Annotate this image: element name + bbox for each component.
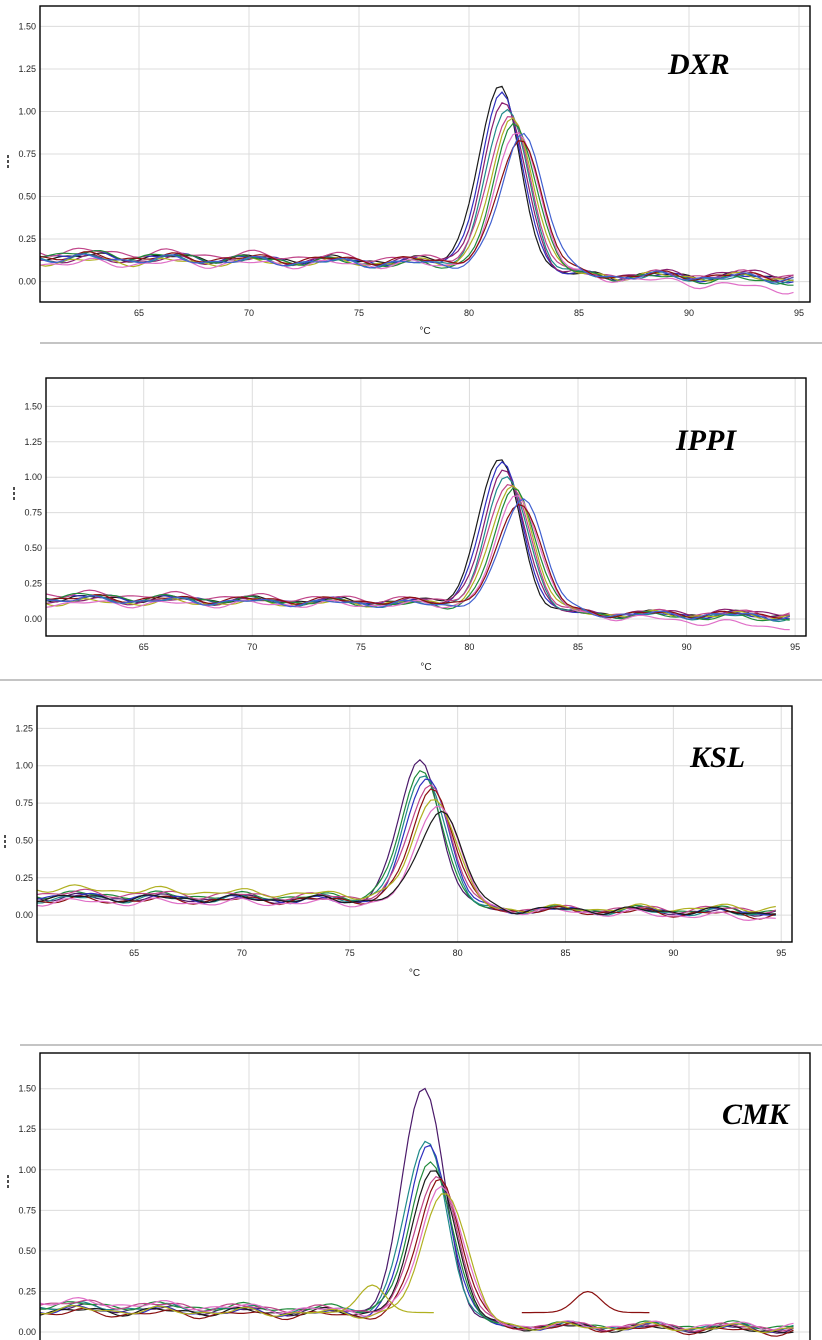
shoulder-peak [306, 1284, 434, 1314]
y-tick-label: 1.25 [15, 723, 33, 733]
x-tick-label: 70 [247, 642, 257, 652]
x-tick-label: 75 [345, 948, 355, 958]
y-tick-label: 1.50 [24, 401, 42, 411]
x-tick-label: 70 [244, 308, 254, 318]
y-tick-label: 1.00 [18, 1165, 36, 1175]
chart-panel-ippi: 0.00 0.25 0.50 0.75 1.00 1.25 1.50 65 70 75 80 85 90… [13, 377, 807, 673]
x-tick-label: 95 [790, 642, 800, 652]
y-tick-label: 0.50 [18, 1246, 36, 1256]
x-tick-label: 65 [134, 308, 144, 318]
y-tick-label: 0.25 [18, 1286, 36, 1296]
y-tick-label: 0.50 [24, 543, 42, 553]
chart-panel-dxr: 0.00 0.25 0.50 0.75 1.00 1.25 1.50 65 70 75 80 85 90… [7, 5, 811, 337]
x-tick-label: 85 [560, 948, 570, 958]
x-tick-label: 90 [684, 308, 694, 318]
melt-curve [40, 91, 794, 284]
melt-curve [40, 116, 794, 280]
melt-curve [37, 758, 776, 917]
x-tick-label: 90 [668, 948, 678, 958]
x-tick-label: 80 [453, 948, 463, 958]
x-tick-label: 80 [464, 308, 474, 318]
melt-curve [46, 498, 790, 621]
y-tick-label: 1.00 [18, 106, 36, 116]
curve-group [40, 1087, 794, 1337]
curve-group [37, 758, 777, 922]
melt-curve [40, 132, 794, 283]
y-tick-label: 1.25 [18, 1124, 36, 1134]
y-tick-label: 1.25 [18, 64, 36, 74]
y-tick-label: 0.75 [15, 798, 33, 808]
melt-curve [46, 487, 790, 622]
x-axis-label: °C [419, 326, 430, 337]
x-tick-label: 80 [464, 642, 474, 652]
chart-panel-cmk: 0.00 0.25 0.50 0.75 1.00 1.25 1.50 CMK [7, 1052, 811, 1340]
x-tick-label: 75 [354, 308, 364, 318]
y-tick-label: 1.50 [18, 1084, 36, 1094]
plot-frame [39, 1052, 811, 1340]
melt-curve [46, 459, 790, 619]
y-tick-label: 0.00 [15, 910, 33, 920]
y-tick-label: 0.00 [24, 614, 42, 624]
x-tick-label: 85 [574, 308, 584, 318]
shoulder-peak [521, 1290, 650, 1314]
y-tick-label: 1.50 [18, 21, 36, 31]
melt-curve [37, 775, 776, 917]
y-tick-label: 1.00 [15, 761, 33, 771]
melt-curve [46, 461, 790, 620]
y-tick-label: 0.00 [18, 277, 36, 287]
melt-curve [37, 799, 776, 914]
melt-curve [37, 784, 777, 915]
y-tick-label: 0.25 [24, 579, 42, 589]
x-tick-label: 65 [139, 642, 149, 652]
y-tick-label: 0.75 [18, 1205, 36, 1215]
y-tick-label: 1.25 [24, 437, 42, 447]
plot-frame [39, 5, 811, 303]
y-tick-label: 0.50 [15, 835, 33, 845]
melt-curve [37, 778, 776, 917]
chart-title: KSL [689, 741, 745, 774]
y-tick-label: 0.75 [24, 508, 42, 518]
chart-title: CMK [722, 1098, 791, 1131]
y-tick-label: 0.00 [18, 1327, 36, 1337]
x-tick-label: 95 [794, 308, 804, 318]
melt-curve [37, 810, 776, 916]
plot-frame [36, 705, 793, 943]
x-axis-label: °C [409, 968, 420, 979]
chart-panel-ksl: 0.00 0.25 0.50 0.75 1.00 1.25 65 70 75 80 85 90 95 °C… [4, 705, 793, 979]
x-tick-label: 75 [356, 642, 366, 652]
x-tick-label: 65 [129, 948, 139, 958]
melt-curve [40, 1178, 794, 1337]
y-tick-label: 0.25 [15, 873, 33, 883]
plot-frame [45, 377, 807, 637]
y-tick-label: 0.25 [18, 234, 36, 244]
x-axis-label: °C [420, 662, 431, 673]
melt-curve [37, 788, 777, 920]
y-tick-label: 0.75 [18, 149, 36, 159]
melt-curve [40, 1161, 794, 1331]
melt-curve [40, 102, 794, 280]
melt-curve [40, 85, 794, 282]
y-tick-label: 1.00 [24, 472, 42, 482]
melt-curve [40, 1193, 794, 1334]
curve-group [40, 85, 794, 295]
x-tick-label: 70 [237, 948, 247, 958]
curve-group [46, 459, 790, 631]
chart-title: DXR [667, 48, 730, 81]
melt-curve [46, 495, 790, 631]
x-tick-label: 95 [776, 948, 786, 958]
melt-curve [40, 132, 794, 295]
x-tick-label: 85 [573, 642, 583, 652]
x-tick-label: 90 [682, 642, 692, 652]
chart-title: IPPI [675, 424, 737, 457]
melt-curve [46, 469, 790, 618]
y-tick-label: 0.50 [18, 192, 36, 202]
melt-curve [40, 1185, 794, 1331]
melt-curve [40, 1144, 794, 1334]
charts-root: 0.00 0.25 0.50 0.75 1.00 1.25 1.50 65 70 75 80 85 90… [4, 5, 811, 1340]
